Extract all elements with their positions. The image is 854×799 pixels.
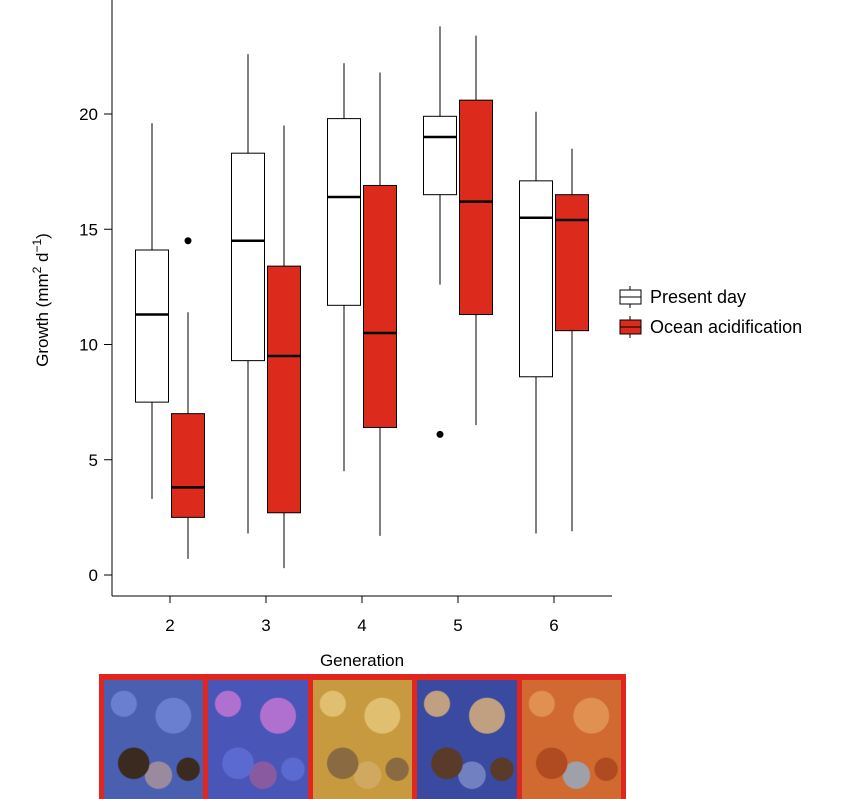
x-tick-label: 5 [453,616,462,635]
outlier-point [436,430,444,438]
x-axis: 2 3 4 5 6 [112,595,612,635]
x-tick-label: 2 [165,616,174,635]
y-tick-label: 20 [79,105,98,124]
box [231,152,265,362]
legend-item-ocean-acidification: Ocean acidification [619,316,802,338]
y-tick-label: 15 [79,220,98,239]
x-tick-label: 6 [549,616,558,635]
box-ocean-acidification-gen-2 [171,237,205,559]
y-tick-label: 0 [89,566,98,585]
legend-item-present-day: Present day [619,286,746,308]
box [171,413,205,518]
y-axis-title: Growth (mm2 d−1) [30,233,52,367]
y-tick-label: 5 [89,451,98,470]
box-ocean-acidification-gen-4 [363,72,397,536]
coral-photo-gen-3 [208,680,308,799]
legend-label: Present day [650,287,746,307]
box-present-day-gen-5 [423,26,457,438]
box-ocean-acidification-gen-5 [459,35,493,426]
coral-photo-gen-5 [417,680,517,799]
photo-strip [99,674,626,799]
box-series [135,26,589,569]
box-present-day-gen-4 [327,63,361,472]
coral-photo-gen-2 [104,680,204,799]
box [459,99,493,316]
box [519,180,553,378]
outlier-point [184,237,192,245]
y-tick-label: 10 [79,336,98,355]
x-tick-label: 3 [261,616,270,635]
box [267,265,301,514]
box-ocean-acidification-gen-6 [555,148,589,532]
box [363,184,397,428]
y-axis: 0 5 10 15 20 [79,0,113,596]
boxplot-chart: 0 5 10 15 20 2 3 4 5 6 Growth (mm2 d−1) Generati… [30,0,802,670]
x-axis-title: Generation [320,651,404,670]
legend-label: Ocean acidification [650,317,802,337]
box [423,115,457,196]
box [135,249,169,403]
x-tick-label: 4 [357,616,366,635]
box-ocean-acidification-gen-3 [267,125,301,569]
coral-photo-gen-6 [521,680,622,799]
box-present-day-gen-3 [231,54,265,534]
box-present-day-gen-6 [519,111,553,534]
legend: Present day Ocean acidification [619,286,802,338]
box-present-day-gen-2 [135,123,169,499]
coral-photo-gen-4 [312,680,413,799]
box [555,194,589,332]
box [327,118,361,306]
